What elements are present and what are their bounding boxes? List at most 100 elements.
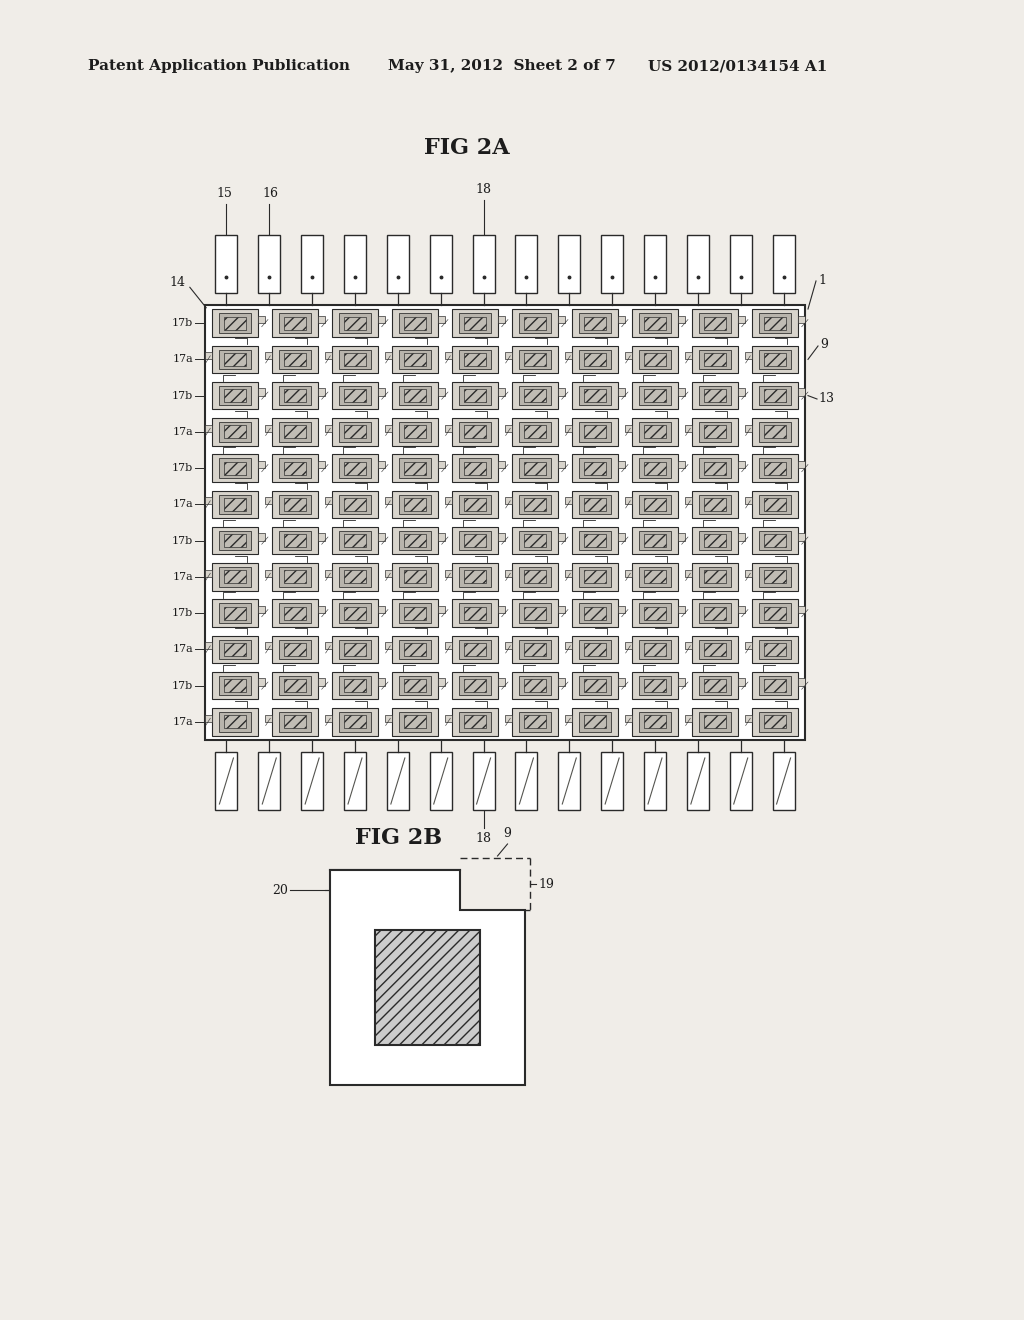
Bar	[387, 752, 409, 810]
Bar	[505, 714, 512, 722]
Bar	[618, 606, 625, 612]
Bar	[505, 498, 512, 504]
Bar	[524, 462, 546, 475]
Bar	[218, 713, 251, 731]
Bar	[398, 713, 431, 731]
Bar	[452, 564, 499, 590]
Bar	[524, 352, 546, 366]
Bar	[499, 606, 505, 612]
Bar	[452, 381, 499, 409]
Bar	[579, 458, 611, 478]
Bar	[452, 527, 499, 554]
Bar	[258, 461, 265, 469]
Bar	[339, 603, 372, 623]
Bar	[524, 643, 546, 656]
Bar	[644, 752, 666, 810]
Bar	[759, 422, 792, 441]
Bar	[601, 235, 624, 293]
Bar	[565, 570, 571, 577]
Bar	[639, 568, 672, 586]
Bar	[499, 315, 505, 323]
Bar	[284, 715, 306, 729]
Bar	[391, 599, 438, 627]
Bar	[452, 672, 499, 700]
Bar	[752, 309, 799, 337]
Bar	[678, 461, 685, 469]
Bar	[403, 498, 426, 511]
Bar	[505, 570, 512, 577]
Bar	[639, 422, 672, 441]
Bar	[691, 381, 738, 409]
Bar	[691, 309, 738, 337]
Bar	[398, 603, 431, 623]
Bar	[265, 642, 271, 649]
Bar	[398, 458, 431, 478]
Bar	[205, 595, 805, 631]
Bar	[518, 350, 551, 370]
Text: 15: 15	[216, 187, 232, 201]
Bar	[279, 495, 311, 513]
Bar	[445, 642, 452, 649]
Bar	[339, 385, 372, 405]
Bar	[339, 458, 372, 478]
Bar	[344, 607, 367, 619]
Bar	[379, 388, 385, 396]
Bar	[691, 564, 738, 590]
Bar	[703, 425, 726, 438]
Bar	[571, 599, 618, 627]
Bar	[325, 352, 332, 359]
Bar	[205, 450, 805, 486]
Bar	[284, 389, 306, 403]
Bar	[512, 346, 558, 374]
Bar	[464, 462, 486, 475]
Bar	[258, 678, 265, 685]
Bar	[218, 603, 251, 623]
Bar	[752, 454, 799, 482]
Bar	[452, 636, 499, 663]
Bar	[644, 352, 667, 366]
Bar	[512, 491, 558, 519]
Bar	[271, 346, 318, 374]
Bar	[571, 672, 618, 700]
Text: 17a: 17a	[172, 499, 193, 510]
Bar	[584, 643, 606, 656]
Bar	[318, 388, 325, 396]
Bar	[459, 640, 492, 659]
Bar	[464, 570, 486, 583]
Bar	[518, 713, 551, 731]
Bar	[678, 678, 685, 685]
Text: 17a: 17a	[172, 354, 193, 364]
Bar	[499, 678, 505, 685]
Bar	[379, 315, 385, 323]
Bar	[764, 425, 786, 438]
Bar	[385, 352, 391, 359]
Bar	[398, 676, 431, 696]
Text: US 2012/0134154 A1: US 2012/0134154 A1	[648, 59, 827, 73]
Bar	[799, 315, 805, 323]
Bar	[459, 531, 492, 550]
Bar	[691, 636, 738, 663]
Bar	[459, 676, 492, 696]
Bar	[205, 486, 805, 523]
Bar	[698, 350, 731, 370]
Bar	[698, 640, 731, 659]
Bar	[584, 715, 606, 729]
Bar	[745, 714, 752, 722]
Bar	[265, 498, 271, 504]
Bar	[639, 603, 672, 623]
Bar	[212, 636, 258, 663]
Text: 17b: 17b	[172, 463, 193, 473]
Bar	[391, 708, 438, 735]
Bar	[379, 533, 385, 541]
Bar	[524, 715, 546, 729]
Bar	[339, 422, 372, 441]
Bar	[284, 570, 306, 583]
Bar	[385, 498, 391, 504]
Bar	[752, 491, 799, 519]
Bar	[325, 714, 332, 722]
Bar	[558, 461, 565, 469]
Bar	[752, 346, 799, 374]
Bar	[279, 603, 311, 623]
Bar	[339, 495, 372, 513]
Bar	[265, 425, 271, 432]
